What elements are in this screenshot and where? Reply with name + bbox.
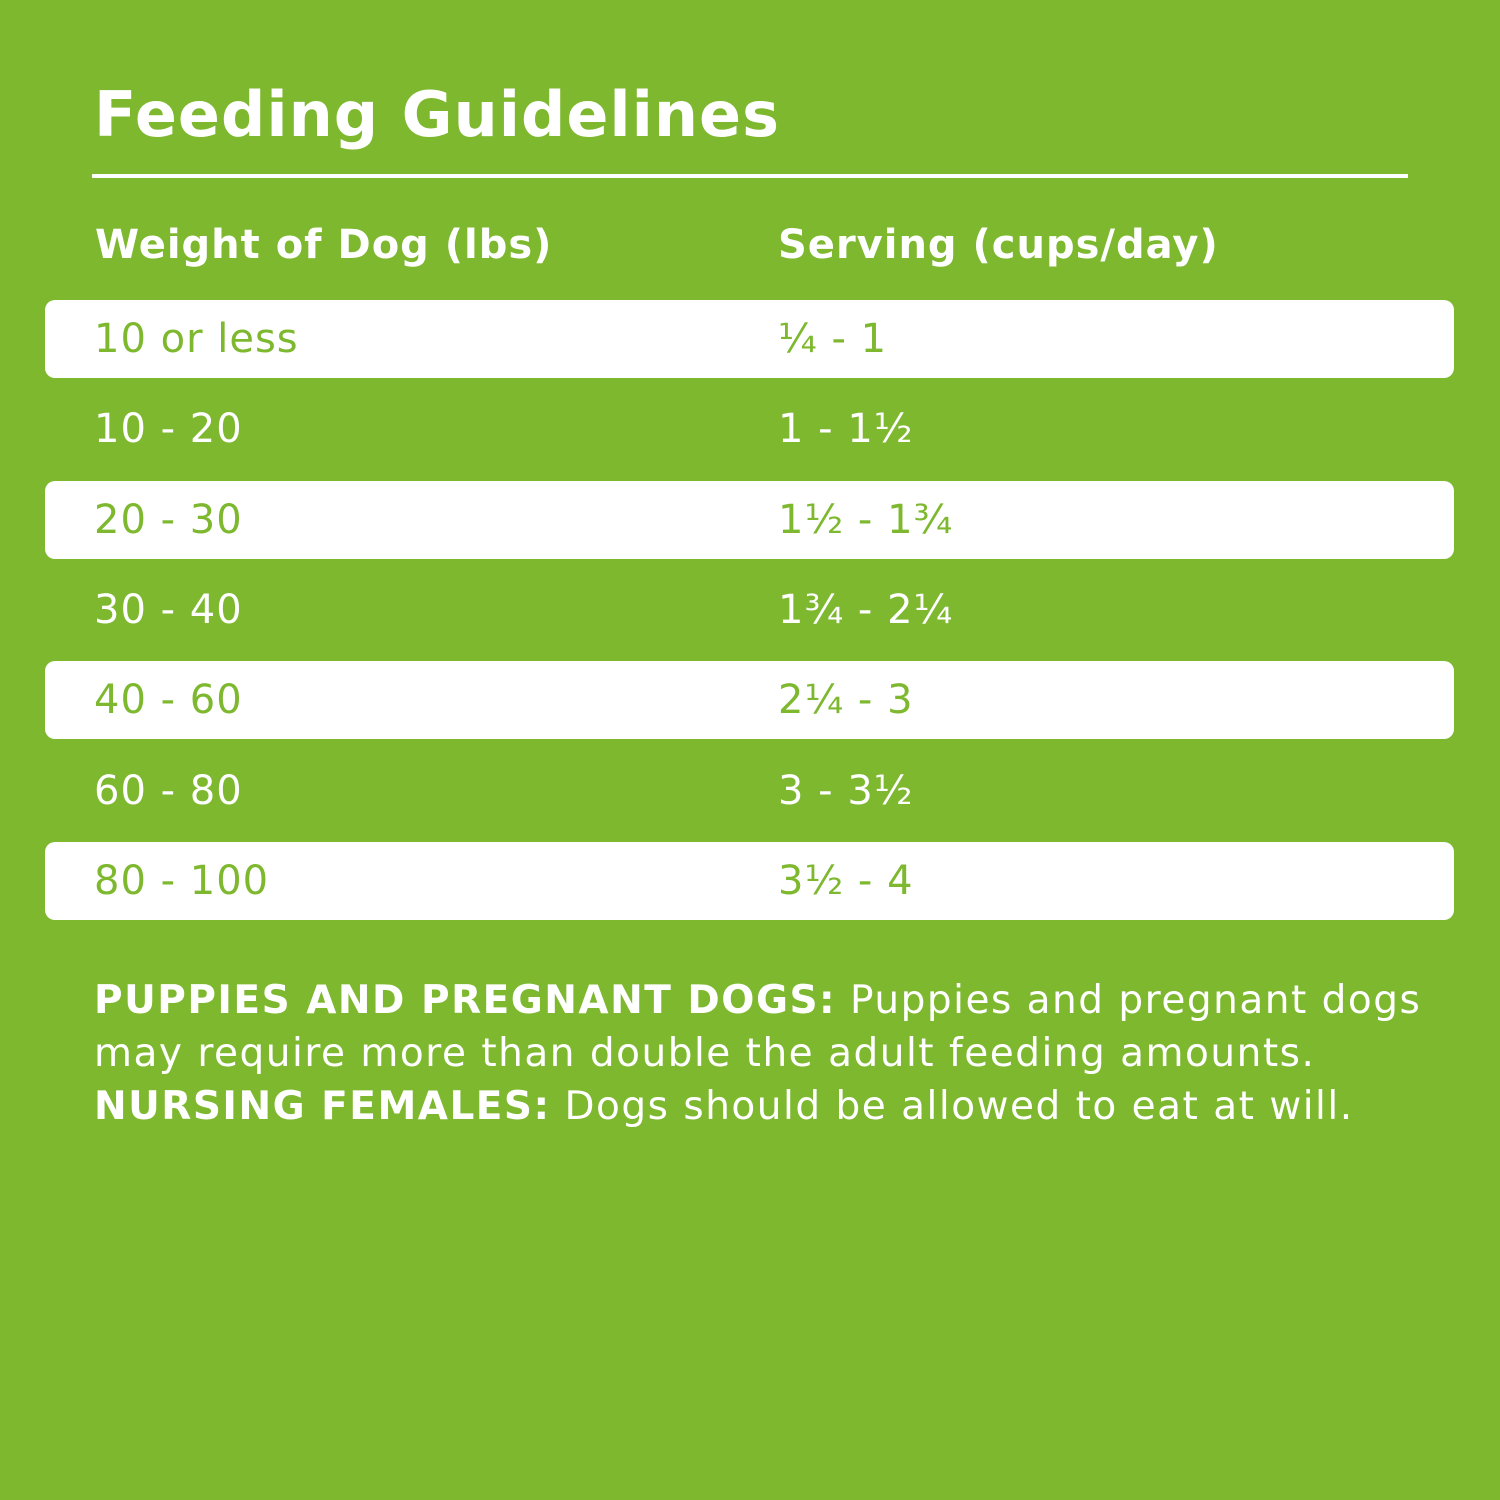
- serving-cell: 3 - 3½: [778, 767, 914, 814]
- table-row: 20 - 30 1½ - 1¾: [45, 480, 1454, 559]
- table-row: 10 or less ¼ - 1: [45, 300, 1454, 378]
- weight-cell: 10 - 20: [94, 406, 243, 453]
- weight-cell: 40 - 60: [94, 677, 243, 724]
- table-row: 10 - 20 1 - 1½: [45, 390, 1454, 468]
- serving-cell: ¼ - 1: [778, 316, 888, 362]
- weight-cell: 10 or less: [94, 316, 299, 362]
- header-serving: Serving (cups/day): [778, 222, 1219, 268]
- weight-cell: 60 - 80: [94, 767, 243, 814]
- table-row: 80 - 100 3½ - 4: [45, 841, 1454, 920]
- table-row: 40 - 60 2¼ - 3: [45, 661, 1454, 740]
- serving-cell: 1¾ - 2¼: [778, 586, 954, 633]
- note-text-nursing: Dogs should be allowed to eat at will.: [550, 1084, 1354, 1129]
- feeding-note: PUPPIES AND PREGNANT DOGS: Puppies and p…: [94, 974, 1424, 1133]
- note-label-puppies: PUPPIES AND PREGNANT DOGS:: [94, 978, 837, 1023]
- weight-cell: 80 - 100: [94, 857, 270, 904]
- serving-cell: 3½ - 4: [778, 857, 914, 904]
- header-weight: Weight of Dog (lbs): [95, 222, 553, 268]
- weight-cell: 20 - 30: [94, 496, 243, 543]
- serving-cell: 2¼ - 3: [778, 677, 914, 724]
- note-text-puppies: Puppies and pregnant dogs may require mo…: [94, 978, 1422, 1076]
- title-divider: [92, 174, 1408, 178]
- note-label-nursing: NURSING FEMALES:: [94, 1084, 551, 1129]
- table-row: 30 - 40 1¾ - 2¼: [45, 571, 1454, 649]
- serving-cell: 1½ - 1¾: [778, 496, 954, 543]
- serving-cell: 1 - 1½: [778, 406, 914, 453]
- table-row: 60 - 80 3 - 3½: [45, 752, 1454, 830]
- weight-cell: 30 - 40: [94, 586, 243, 633]
- page-title: Feeding Guidelines: [94, 78, 780, 151]
